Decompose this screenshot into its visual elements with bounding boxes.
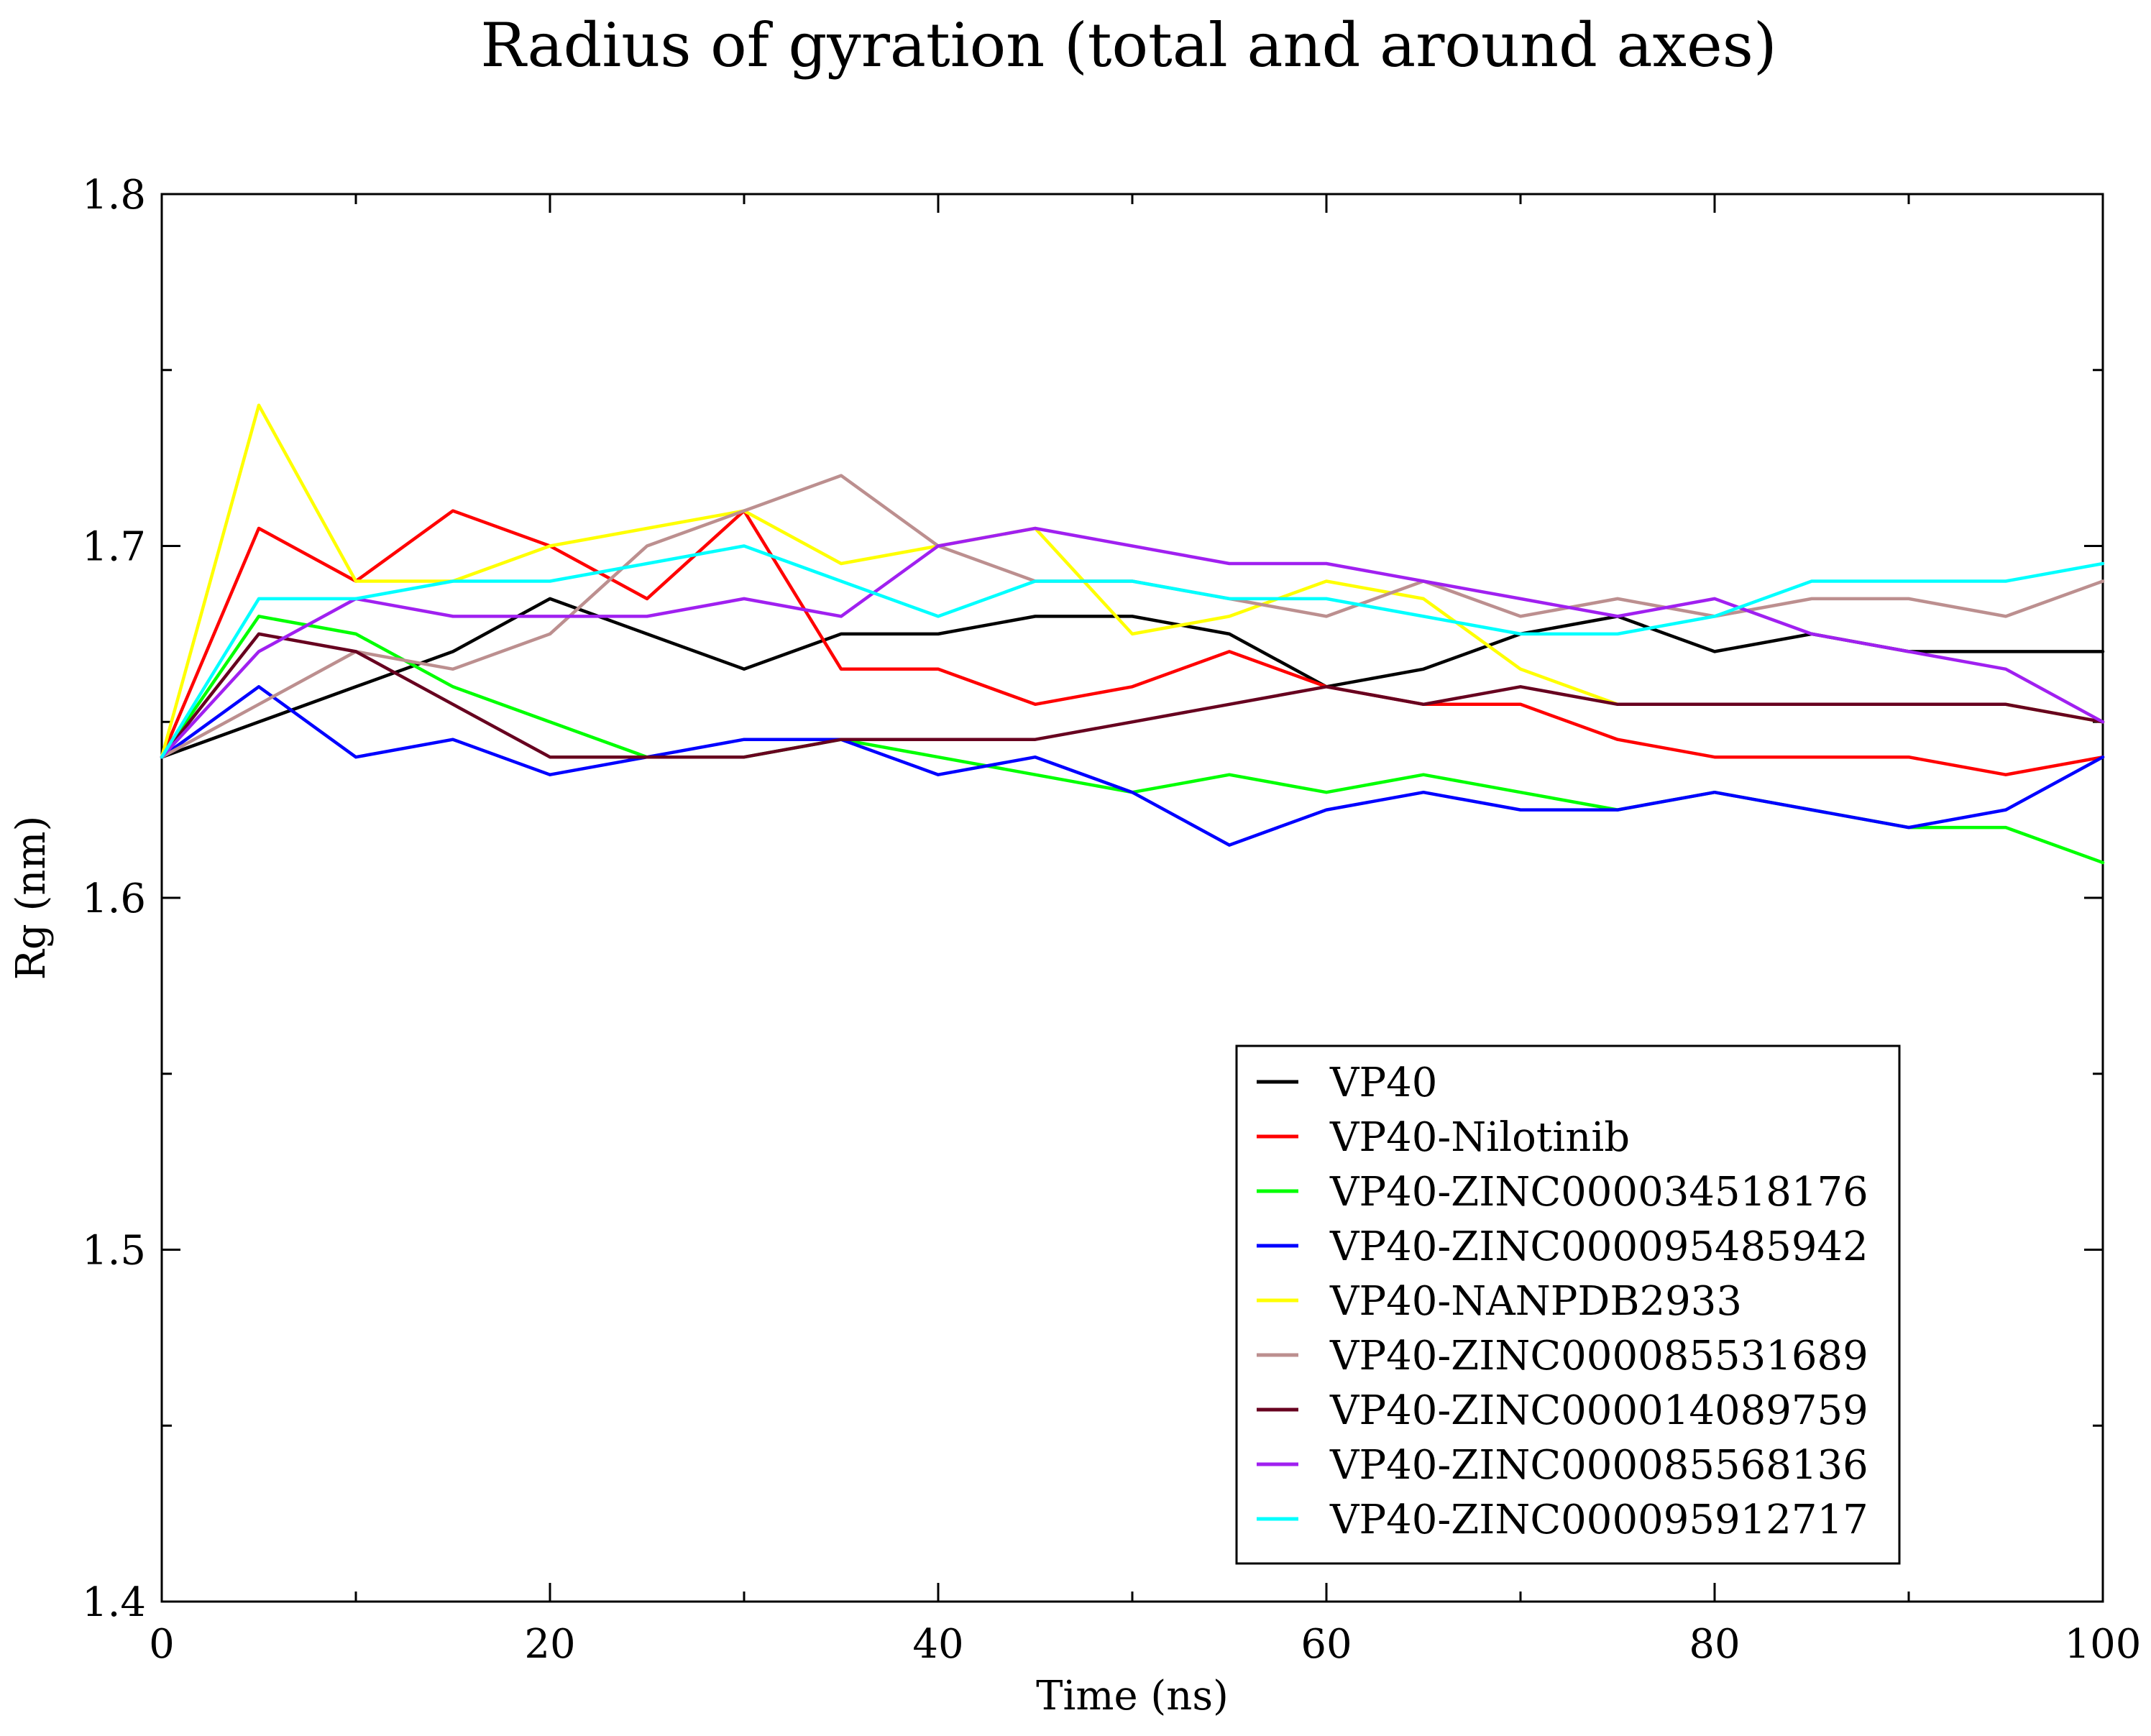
series-line-8 — [160, 526, 2105, 759]
series-line-9 — [160, 544, 2105, 759]
plot-area: 0 20 40 60 80 100 1.4 1.5 1.6 1.7 1.8 — [82, 172, 2142, 1668]
x-tick-label: 0 — [149, 1621, 175, 1668]
x-tick-label: 80 — [1689, 1621, 1740, 1668]
y-tick-label: 1.6 — [82, 876, 146, 922]
legend-box — [1235, 1044, 1901, 1565]
series-line-2 — [160, 509, 2105, 776]
y-tick-label: 1.4 — [82, 1579, 146, 1626]
series-lines — [160, 403, 2105, 865]
legend-label: VP40-ZINC000095912717 — [1329, 1497, 1868, 1543]
y-tick-label: 1.7 — [82, 524, 146, 571]
legend-label: VP40-ZINC000085568136 — [1329, 1442, 1868, 1489]
legend-label: VP40-Nilotinib — [1329, 1114, 1630, 1161]
axis-tick-labels: 0 20 40 60 80 100 1.4 1.5 1.6 1.7 1.8 — [82, 172, 2142, 1668]
legend: VP40 VP40-Nilotinib VP40-ZINC000034518176 V… — [1235, 1044, 1901, 1565]
legend-label: VP40-ZINC000085531689 — [1329, 1333, 1868, 1379]
legend-label: VP40-ZINC000034518176 — [1329, 1169, 1868, 1216]
legend-label: VP40-NANPDB2933 — [1329, 1278, 1742, 1325]
series-line-4 — [160, 685, 2105, 847]
x-tick-label: 40 — [912, 1621, 963, 1668]
legend-label: VP40-ZINC000095485942 — [1329, 1223, 1868, 1270]
legend-items: VP40 VP40-Nilotinib VP40-ZINC000034518176 V… — [1257, 1060, 1868, 1543]
legend-label: VP40-ZINC000014089759 — [1329, 1387, 1868, 1434]
y-tick-label: 1.8 — [82, 172, 146, 219]
x-axis-label: Time (ns) — [1036, 1673, 1229, 1719]
y-axis-label: Rg (nm) — [8, 816, 55, 980]
x-tick-label: 100 — [2065, 1621, 2142, 1668]
x-tick-label: 20 — [524, 1621, 575, 1668]
series-line-1 — [160, 597, 2105, 759]
series-line-7 — [160, 632, 2105, 759]
chart-title: Radius of gyration (total and around axe… — [480, 10, 1776, 81]
y-tick-label: 1.5 — [82, 1228, 146, 1275]
legend-label: VP40 — [1329, 1060, 1437, 1106]
x-tick-label: 60 — [1301, 1621, 1352, 1668]
